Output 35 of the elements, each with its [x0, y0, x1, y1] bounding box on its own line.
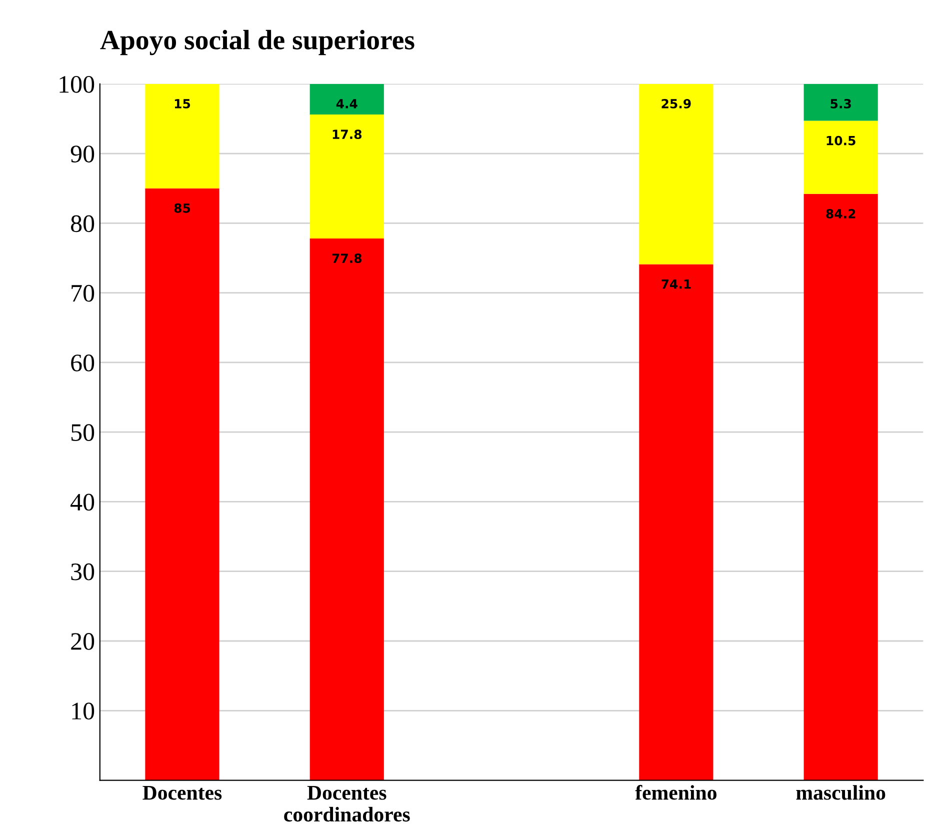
- data-label: 4.4: [336, 99, 358, 108]
- x-tick-label: femenino: [635, 784, 716, 800]
- bar: [639, 264, 714, 780]
- y-tick-label: 10: [72, 702, 94, 720]
- bar: [310, 238, 384, 780]
- y-tick-label: 60: [71, 354, 94, 372]
- data-label: 15: [174, 99, 190, 108]
- data-label: 25.9: [662, 98, 691, 108]
- bar: [804, 84, 878, 121]
- y-tick-label: 70: [72, 284, 94, 302]
- data-label: 85: [174, 203, 190, 213]
- bar: [639, 84, 714, 264]
- bar: [310, 114, 384, 238]
- chart-title: Apoyo social de superiores: [100, 30, 414, 56]
- data-label: 77.8: [332, 254, 362, 264]
- x-tick-label: Docentes: [142, 786, 222, 800]
- y-tick-label: 30: [71, 563, 94, 580]
- data-label: 10.5: [826, 136, 856, 146]
- data-label: 17.8: [332, 130, 362, 140]
- y-tick-label: 100: [60, 76, 94, 93]
- data-label: 84.2: [826, 208, 856, 218]
- y-tick-label: 90: [70, 146, 94, 162]
- x-tick-label: Docentes coordinadores: [284, 786, 410, 822]
- data-label: 5.3: [830, 98, 851, 108]
- x-tick-label: masculino: [796, 785, 886, 800]
- bar: [804, 120, 878, 194]
- data-label: 74.1: [662, 279, 691, 289]
- bar: [804, 194, 878, 780]
- bar: [145, 84, 220, 188]
- bar: [310, 84, 384, 115]
- y-tick-label: 20: [71, 633, 94, 650]
- y-tick-label: 80: [70, 215, 94, 232]
- y-tick-label: 40: [70, 494, 94, 511]
- y-tick-label: 50: [71, 424, 94, 442]
- bar: [145, 188, 220, 780]
